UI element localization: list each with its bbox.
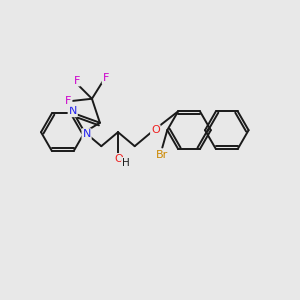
- Text: F: F: [103, 73, 109, 83]
- Text: O: O: [151, 125, 160, 135]
- Text: H: H: [122, 158, 130, 168]
- Text: Br: Br: [156, 150, 168, 160]
- Text: F: F: [65, 96, 72, 106]
- Text: O: O: [115, 154, 123, 164]
- Text: N: N: [68, 106, 77, 116]
- Text: N: N: [82, 129, 91, 139]
- Text: F: F: [74, 76, 80, 85]
